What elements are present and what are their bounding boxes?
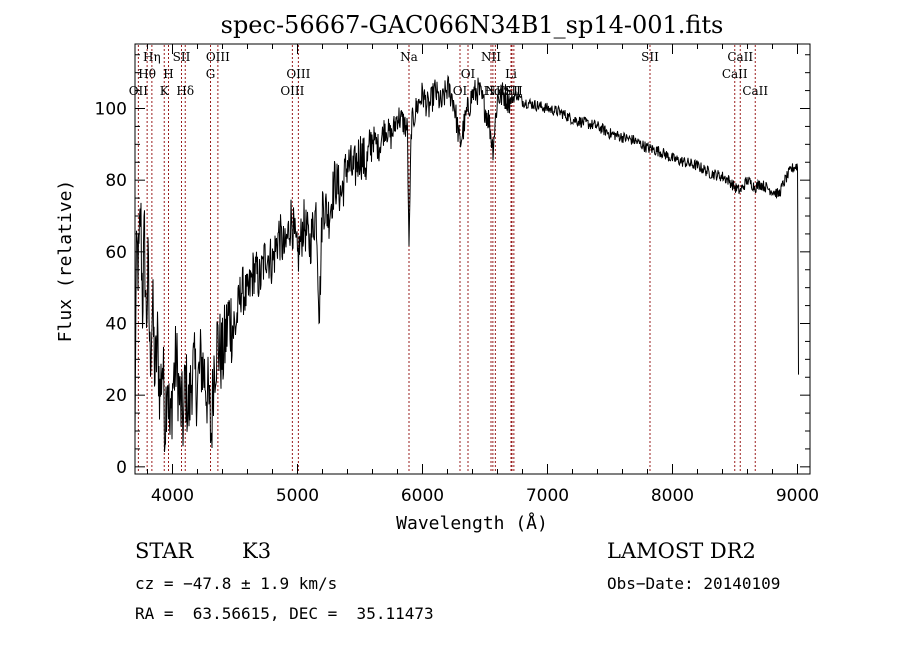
spectrum-line-group: [134, 74, 799, 453]
spectral-marker-label: CaII: [727, 50, 753, 64]
spectral-marker-label: CaII: [742, 84, 768, 98]
spectral-marker-label: OIII: [206, 50, 230, 64]
chart-title: spec-56667-GAC066N34B1_sp14-001.fits: [221, 11, 724, 39]
plot-frame: [134, 43, 811, 475]
x-axis-label: Wavelength (Å): [396, 512, 548, 534]
emission-absorption-markers: [137, 45, 756, 473]
spectral-marker-label: SII: [641, 50, 659, 64]
y-tick-label: 20: [105, 386, 127, 406]
observation-date: Obs−Date: 20140109: [607, 574, 781, 593]
spectrum-line: [134, 74, 799, 453]
y-tick-label: 100: [95, 100, 127, 120]
y-tick-label: 40: [105, 315, 127, 335]
spectral-marker-label: Hθ: [138, 67, 156, 81]
spectral-marker-label: Hδ: [176, 84, 194, 98]
spectral-marker-label: OIII: [286, 67, 310, 81]
spectral-marker-label: K: [160, 84, 170, 98]
object-subclass: K3: [242, 539, 272, 563]
spectral-marker-label: H: [163, 67, 173, 81]
x-tick-label: 8000: [651, 486, 694, 506]
x-tick-label: 4000: [151, 486, 194, 506]
spectral-marker-label: Li: [505, 67, 517, 81]
spectral-marker-label: OIII: [280, 84, 304, 98]
y-axis-label: Flux (relative): [55, 180, 76, 343]
y-tick-label: 60: [105, 243, 127, 263]
object-class: STAR: [135, 539, 194, 563]
spectral-marker-label: SII: [173, 50, 191, 64]
spectral-marker-label: Hη: [143, 50, 161, 64]
x-tick-label: 5000: [276, 486, 319, 506]
x-tick-label: 9000: [776, 486, 819, 506]
y-tick-label: 0: [116, 458, 127, 478]
coordinates: RA = 63.56615, DEC = 35.11473: [135, 604, 434, 623]
x-tick-label: 6000: [401, 486, 444, 506]
y-axis: 0 20 40 60 80 100: [95, 54, 810, 478]
spectral-marker-label: NII: [481, 50, 501, 64]
spectral-marker-label: OI: [453, 84, 468, 98]
survey-name: LAMOST DR2: [607, 539, 756, 563]
x-tick-label: 7000: [526, 486, 569, 506]
x-axis: 4000 5000 6000 7000 8000 9000: [147, 44, 819, 506]
spectral-marker-label: Na: [400, 50, 418, 64]
spectral-marker-label: G: [206, 67, 216, 81]
redshift-velocity: cz = −47.8 ± 1.9 km/s: [135, 574, 338, 593]
y-tick-label: 80: [105, 171, 127, 191]
spectral-marker-label: CaII: [722, 67, 748, 81]
spectral-marker-label: OI: [461, 67, 476, 81]
